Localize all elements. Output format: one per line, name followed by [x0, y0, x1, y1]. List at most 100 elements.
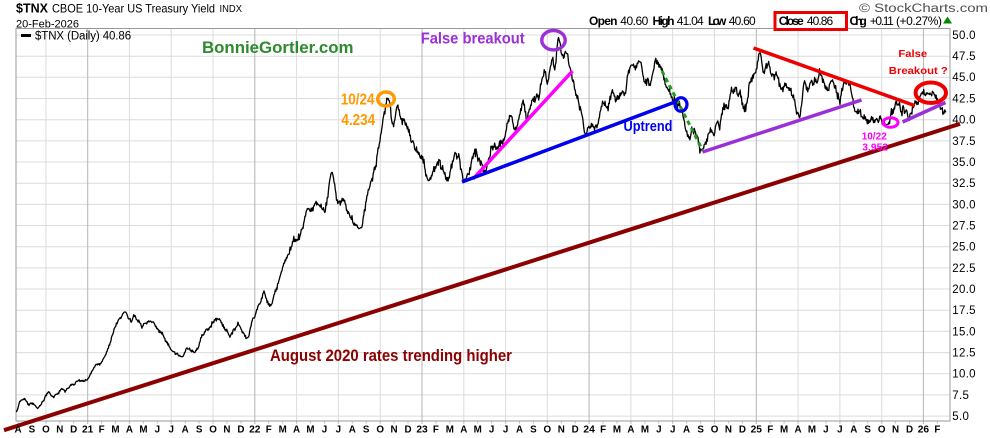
svg-text:17.5: 17.5 — [952, 305, 976, 317]
svg-text:S: S — [697, 424, 704, 435]
svg-text:10.0: 10.0 — [952, 369, 976, 381]
svg-text:A: A — [349, 424, 356, 435]
svg-text:N: N — [56, 424, 63, 435]
svg-text:A: A — [14, 424, 21, 435]
svg-text:41.04: 41.04 — [677, 14, 704, 28]
svg-text:A: A — [516, 424, 523, 435]
svg-text:M: M — [279, 424, 287, 435]
svg-text:J: J — [670, 424, 675, 435]
svg-text:4.234: 4.234 — [341, 112, 375, 129]
svg-text:J: J — [489, 424, 494, 435]
svg-text:F: F — [767, 424, 773, 435]
svg-text:J: J — [168, 424, 173, 435]
svg-text:D: D — [739, 424, 746, 435]
svg-text:False: False — [898, 48, 927, 60]
svg-text:S: S — [530, 424, 537, 435]
svg-text:40.86: 40.86 — [807, 14, 834, 28]
svg-text:D: D — [906, 424, 913, 435]
svg-text:$TNX (Daily) 40.86: $TNX (Daily) 40.86 — [35, 31, 131, 43]
svg-text:37.5: 37.5 — [952, 136, 976, 148]
svg-text:Close: Close — [779, 14, 804, 28]
svg-text:24: 24 — [583, 424, 595, 435]
svg-text:Uptrend: Uptrend — [624, 119, 673, 135]
svg-text:D: D — [237, 424, 244, 435]
svg-text:M: M — [111, 424, 119, 435]
svg-text:(+0.27%): (+0.27%) — [896, 14, 942, 28]
svg-text:M: M — [613, 424, 621, 435]
svg-text:False breakout: False breakout — [421, 31, 525, 48]
svg-text:CBOE 10-Year US Treasury Yield: CBOE 10-Year US Treasury Yield — [52, 2, 215, 16]
svg-text:22.5: 22.5 — [952, 263, 976, 275]
svg-text:15.0: 15.0 — [952, 326, 976, 338]
svg-text:A: A — [460, 424, 467, 435]
svg-text:A: A — [627, 424, 634, 435]
svg-text:26: 26 — [918, 424, 930, 435]
svg-text:O: O — [42, 424, 50, 435]
svg-text:$TNX: $TNX — [16, 2, 49, 16]
svg-text:N: N — [391, 424, 398, 435]
svg-text:10/24: 10/24 — [341, 91, 375, 108]
svg-text:32.5: 32.5 — [952, 178, 976, 190]
svg-text:N: N — [892, 424, 899, 435]
svg-text:40.60: 40.60 — [620, 14, 648, 28]
svg-text:M: M — [641, 424, 649, 435]
svg-text:+0.11: +0.11 — [870, 14, 894, 28]
svg-text:M: M — [808, 424, 816, 435]
svg-text:O: O — [209, 424, 217, 435]
svg-text:S: S — [29, 424, 36, 435]
svg-text:N: N — [558, 424, 565, 435]
svg-text:40.0: 40.0 — [952, 115, 976, 127]
svg-text:10/22: 10/22 — [862, 130, 887, 142]
svg-text:M: M — [474, 424, 482, 435]
svg-text:D: D — [572, 424, 579, 435]
svg-text:A: A — [182, 424, 189, 435]
svg-text:N: N — [725, 424, 732, 435]
svg-text:20.0: 20.0 — [952, 284, 976, 296]
svg-text:A: A — [293, 424, 300, 435]
svg-text:Breakout ?: Breakout ? — [889, 65, 948, 77]
svg-text:M: M — [780, 424, 788, 435]
svg-text:25: 25 — [751, 424, 763, 435]
svg-text:A: A — [795, 424, 802, 435]
svg-text:40.60: 40.60 — [729, 14, 756, 28]
svg-text:25.0: 25.0 — [952, 242, 976, 254]
svg-text:M: M — [306, 424, 314, 435]
svg-text:D: D — [404, 424, 411, 435]
svg-text:45.0: 45.0 — [952, 72, 976, 84]
svg-text:20-Feb-2026: 20-Feb-2026 — [16, 19, 79, 31]
svg-text:F: F — [99, 424, 105, 435]
svg-text:50.0: 50.0 — [952, 30, 976, 42]
svg-text:21: 21 — [82, 424, 94, 435]
svg-text:35.0: 35.0 — [952, 157, 976, 169]
svg-text:Open: Open — [589, 14, 618, 28]
svg-text:J: J — [155, 424, 160, 435]
svg-text:J: J — [837, 424, 842, 435]
svg-text:42.5: 42.5 — [952, 93, 976, 105]
svg-text:A: A — [126, 424, 133, 435]
svg-text:J: J — [823, 424, 828, 435]
svg-text:J: J — [322, 424, 327, 435]
svg-text:23: 23 — [416, 424, 428, 435]
svg-text:S: S — [363, 424, 370, 435]
svg-text:47.5: 47.5 — [952, 51, 976, 63]
svg-text:D: D — [70, 424, 77, 435]
svg-text:J: J — [336, 424, 341, 435]
svg-text:O: O — [878, 424, 886, 435]
svg-text:3.952: 3.952 — [862, 142, 888, 154]
svg-text:A: A — [850, 424, 857, 435]
svg-text:M: M — [139, 424, 147, 435]
svg-text:30.0: 30.0 — [952, 199, 976, 211]
svg-text:F: F — [600, 424, 606, 435]
svg-text:12.5: 12.5 — [952, 347, 976, 359]
svg-text:Low: Low — [708, 14, 727, 28]
svg-text:A: A — [683, 424, 690, 435]
svg-text:August 2020 rates trending hig: August 2020 rates trending higher — [270, 347, 513, 365]
svg-text:O: O — [543, 424, 551, 435]
svg-text:Chg: Chg — [850, 14, 867, 28]
svg-text:S: S — [196, 424, 203, 435]
svg-text:O: O — [376, 424, 384, 435]
svg-text:J: J — [656, 424, 661, 435]
svg-text:7.5: 7.5 — [952, 390, 969, 402]
svg-text:F: F — [433, 424, 439, 435]
svg-text:INDX: INDX — [220, 4, 243, 15]
